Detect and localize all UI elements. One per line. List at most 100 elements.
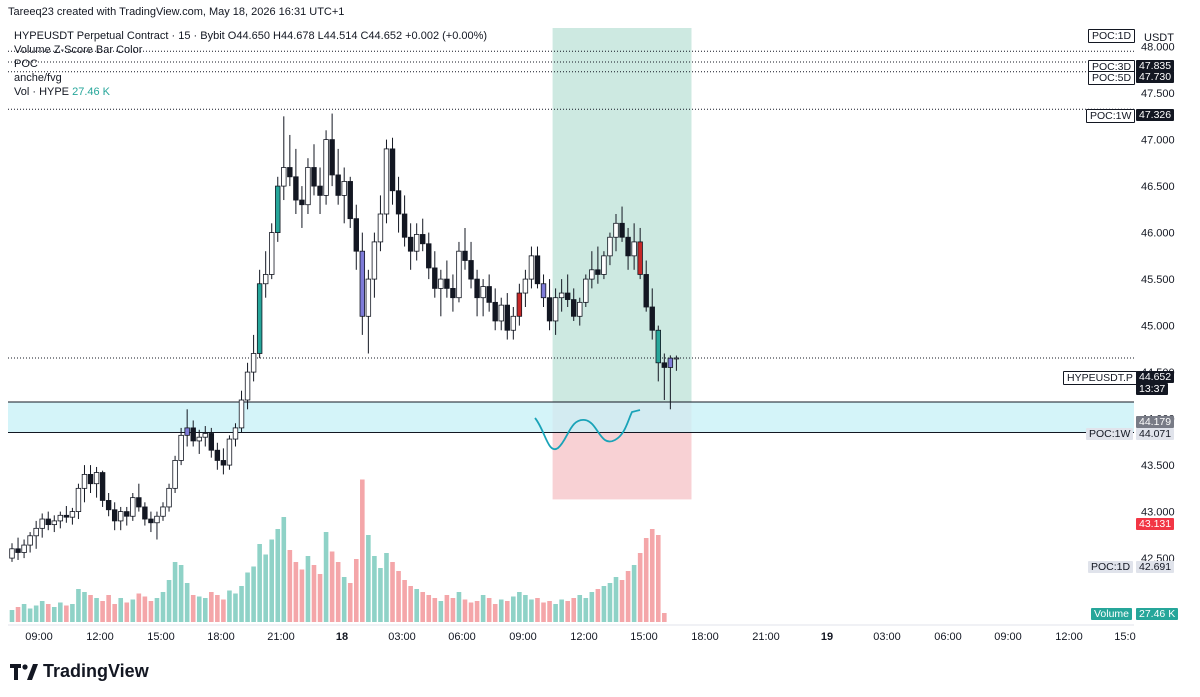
- candle-body-36: [226, 438, 233, 466]
- x-tick-label-5: 18: [336, 631, 348, 643]
- candle-body-99: [607, 236, 613, 257]
- candle-body-97: [595, 269, 601, 275]
- volume-bar-64: [396, 571, 401, 622]
- x-tick-label-8: 09:00: [509, 631, 537, 643]
- candle-body-32: [202, 433, 208, 438]
- y-tick-label-3: 46.500: [1141, 181, 1175, 193]
- y-tick-label-9: 43.500: [1141, 460, 1175, 472]
- volume-bar-27: [172, 562, 178, 622]
- candle-body-59: [365, 278, 372, 317]
- candle-body-91: [558, 292, 565, 299]
- candle-body-77: [474, 278, 480, 299]
- volume-bar-12: [82, 592, 87, 622]
- candle-body-49: [305, 167, 311, 206]
- volume-bar-24: [154, 598, 160, 622]
- candle-body-35: [220, 460, 227, 466]
- x-tick-label-9: 12:00: [570, 631, 598, 643]
- volume-axis-label: Volume: [1091, 608, 1133, 620]
- volume-bar-41: [257, 544, 262, 622]
- volume-bar-2: [21, 604, 27, 622]
- candle-body-53: [329, 139, 335, 176]
- volume-bar-16: [106, 595, 111, 622]
- volume-bar-97: [595, 589, 601, 622]
- currency-label[interactable]: USDT: [1144, 32, 1174, 44]
- candle-body-50: [311, 167, 317, 187]
- volume-bar-86: [529, 599, 534, 622]
- candle-body-6: [45, 518, 51, 526]
- candle-body-69: [426, 243, 432, 269]
- candle-body-84: [516, 292, 523, 317]
- candle-body-27: [172, 460, 178, 489]
- candle-body-78: [480, 286, 486, 299]
- poc-1d-low-tag: POC:1D: [1088, 561, 1134, 573]
- symbol-line[interactable]: HYPEUSDT Perpetual Contract · 15 · Bybit…: [14, 30, 488, 42]
- volume-bar-104: [637, 553, 643, 622]
- volume-bar-89: [547, 601, 552, 622]
- volume-bar-20: [130, 599, 136, 622]
- volume-bar-79: [486, 598, 492, 622]
- volume-bar-18: [118, 598, 124, 622]
- x-tick-label-1: 12:00: [86, 631, 114, 643]
- volume-bar-81: [498, 599, 504, 622]
- volume-bar-92: [565, 601, 570, 622]
- volume-bar-26: [166, 580, 172, 622]
- x-tick-label-3: 18:00: [207, 631, 235, 643]
- poc-5d-price: 47.730: [1136, 71, 1175, 83]
- volume-bar-91: [559, 599, 564, 622]
- volume-bar-101: [619, 580, 625, 622]
- candle-body-80: [492, 301, 498, 322]
- candle-body-13: [87, 473, 94, 485]
- volume-bar-66: [408, 586, 413, 622]
- volume-bar-105: [643, 538, 649, 622]
- candle-body-31: [196, 436, 202, 442]
- volume-bar-11: [76, 589, 81, 622]
- volume-bar-42: [263, 554, 268, 622]
- candle-body-58: [359, 250, 366, 317]
- candle-body-44: [275, 185, 281, 234]
- volume-bar-21: [136, 593, 142, 622]
- candle-body-28: [178, 434, 184, 461]
- indicator-zscore[interactable]: Volume Z-Score Bar Color: [14, 44, 143, 56]
- volume-bar-106: [649, 529, 655, 622]
- volume-bar-22: [142, 596, 148, 622]
- candle-body-16: [105, 500, 112, 511]
- candle-body-2: [21, 544, 27, 553]
- candle-body-102: [625, 236, 631, 257]
- volume-bar-35: [221, 599, 226, 622]
- volume-bar-99: [607, 583, 613, 622]
- volume-bar-84: [517, 592, 522, 622]
- candle-body-14: [93, 472, 100, 485]
- volume-bar-13: [88, 595, 93, 622]
- volume-bar-55: [341, 577, 347, 622]
- y-tick-label-1: 47.500: [1141, 88, 1175, 100]
- indicator-fvg[interactable]: anche/fvg: [14, 72, 62, 84]
- poc-1w-top-tag: POC:1W: [1086, 109, 1136, 123]
- volume-bar-59: [366, 535, 371, 622]
- candle-body-21: [136, 497, 142, 508]
- candle-body-104: [637, 241, 643, 275]
- volume-bar-57: [353, 559, 359, 622]
- candle-body-85: [522, 278, 529, 294]
- volume-bar-95: [583, 598, 589, 622]
- volume-bar-36: [227, 590, 232, 622]
- volume-bar-6: [45, 604, 51, 622]
- volume-legend[interactable]: Vol · HYPE 27.46 K: [14, 86, 110, 98]
- candle-body-26: [166, 487, 172, 508]
- tradingview-logo[interactable]: TradingView: [10, 661, 149, 682]
- candle-body-1: [15, 548, 21, 553]
- volume-bar-0: [9, 610, 15, 622]
- candle-body-47: [293, 176, 299, 201]
- volume-bar-32: [202, 598, 208, 622]
- candle-body-37: [232, 427, 239, 440]
- candle-body-103: [631, 241, 637, 257]
- x-tick-label-18: 15:0: [1114, 631, 1135, 643]
- volume-bar-7: [51, 607, 57, 622]
- candle-body-46: [287, 167, 293, 178]
- candle-body-62: [383, 148, 390, 215]
- candle-body-29: [184, 427, 190, 436]
- indicator-poc[interactable]: POC: [14, 58, 38, 70]
- candle-body-45: [281, 167, 287, 187]
- candle-body-101: [619, 222, 625, 238]
- volume-bar-73: [450, 598, 456, 622]
